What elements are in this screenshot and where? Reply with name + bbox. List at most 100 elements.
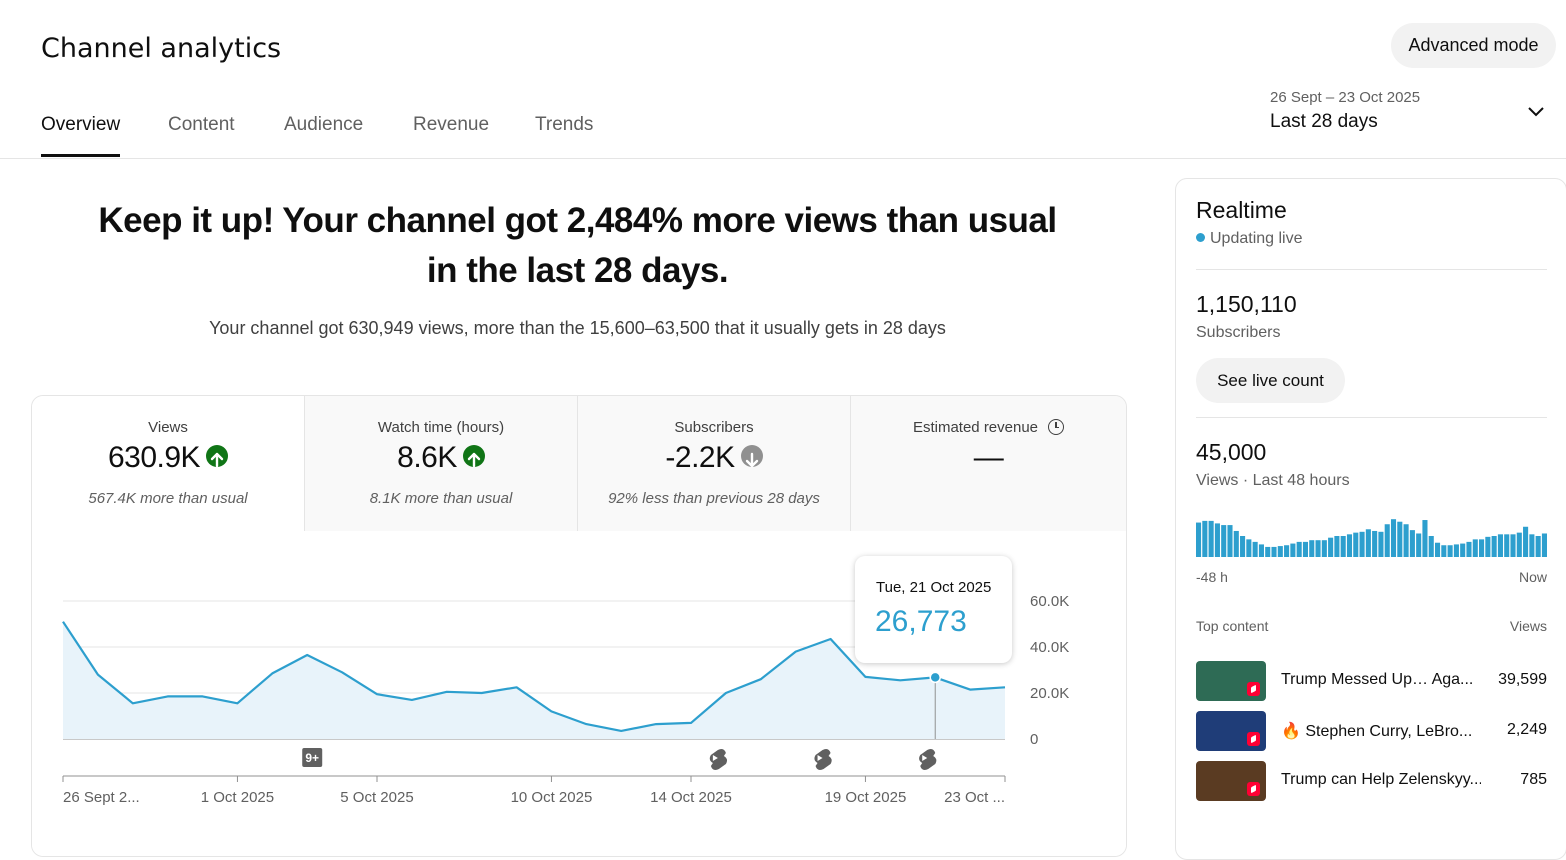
realtime-bar[interactable] xyxy=(1460,543,1466,557)
realtime-bar[interactable] xyxy=(1466,541,1472,557)
realtime-bar[interactable] xyxy=(1296,541,1302,557)
date-range[interactable]: 26 Sept – 23 Oct 2025 xyxy=(1270,89,1421,106)
realtime-bar[interactable] xyxy=(1252,541,1258,557)
realtime-bar[interactable] xyxy=(1491,536,1497,557)
metric-watch-time[interactable]: Watch time (hours) 8.6K 8.1K more than u… xyxy=(305,396,578,531)
y-tick-label: 40.0K xyxy=(1030,639,1069,656)
realtime-bar[interactable] xyxy=(1221,525,1227,557)
marker-badge-label: 9+ xyxy=(305,751,319,765)
y-tick-label: 20.0K xyxy=(1030,685,1069,702)
realtime-bar[interactable] xyxy=(1302,541,1309,557)
advanced-mode-button[interactable]: Advanced mode xyxy=(1391,23,1556,68)
realtime-bar[interactable] xyxy=(1409,530,1415,557)
tab-content[interactable]: Content xyxy=(168,114,235,135)
realtime-bar[interactable] xyxy=(1453,544,1459,557)
realtime-bar[interactable] xyxy=(1510,534,1516,557)
realtime-bar[interactable] xyxy=(1340,536,1346,557)
metric-note: 92% less than previous 28 days xyxy=(608,490,820,507)
realtime-bar[interactable] xyxy=(1271,546,1277,557)
chart-tooltip: Tue, 21 Oct 2025 26,773 xyxy=(855,556,1012,663)
realtime-bar[interactable] xyxy=(1359,531,1365,557)
realtime-bar[interactable] xyxy=(1315,540,1321,557)
realtime-axis-end: Now xyxy=(1518,569,1547,585)
realtime-bar[interactable] xyxy=(1277,546,1283,557)
top-content-item[interactable]: Trump can Help Zelenskyy.... 785 xyxy=(1196,761,1547,801)
x-tick-label: 1 Oct 2025 xyxy=(201,789,274,806)
video-views: 785 xyxy=(1520,771,1547,788)
realtime-bar[interactable] xyxy=(1346,534,1353,557)
metric-note: 8.1K more than usual xyxy=(369,490,513,507)
divider xyxy=(1196,269,1547,270)
realtime-bar[interactable] xyxy=(1504,534,1510,557)
realtime-bar[interactable] xyxy=(1334,536,1340,557)
date-period-label[interactable]: Last 28 days xyxy=(1270,111,1378,132)
realtime-bar[interactable] xyxy=(1328,537,1334,557)
realtime-bar[interactable] xyxy=(1196,522,1202,557)
realtime-bar[interactable] xyxy=(1202,520,1208,557)
realtime-bar[interactable] xyxy=(1233,530,1239,557)
realtime-bar[interactable] xyxy=(1535,536,1541,557)
x-tick-label: 14 Oct 2025 xyxy=(650,789,732,806)
realtime-bar[interactable] xyxy=(1372,530,1378,557)
live-dot-icon xyxy=(1196,233,1205,243)
video-title[interactable]: Trump Messed Up… Aga... xyxy=(1281,671,1474,688)
realtime-bar[interactable] xyxy=(1485,536,1491,557)
realtime-bar[interactable] xyxy=(1397,521,1403,557)
realtime-bar[interactable] xyxy=(1516,532,1522,557)
metric-views[interactable]: Views 630.9K 567.4K more than usual xyxy=(32,396,305,531)
metric-value: -2.2K xyxy=(578,441,850,475)
realtime-bar[interactable] xyxy=(1284,545,1290,557)
video-thumbnail[interactable] xyxy=(1196,661,1266,701)
realtime-bar[interactable] xyxy=(1290,543,1296,557)
metric-subscribers[interactable]: Subscribers -2.2K 92% less than previous… xyxy=(578,396,851,531)
realtime-bar[interactable] xyxy=(1321,540,1327,557)
realtime-bar[interactable] xyxy=(1265,546,1271,557)
shorts-icon xyxy=(1247,732,1260,746)
realtime-bar[interactable] xyxy=(1529,534,1535,557)
realtime-bar[interactable] xyxy=(1428,536,1434,557)
shorts-marker-play xyxy=(712,755,718,761)
video-title[interactable]: 🔥 Stephen Curry, LeBro... xyxy=(1281,723,1473,740)
realtime-bar[interactable] xyxy=(1422,520,1428,557)
realtime-bar[interactable] xyxy=(1365,529,1371,557)
realtime-bar[interactable] xyxy=(1479,539,1485,557)
video-title[interactable]: Trump can Help Zelenskyy.... xyxy=(1281,771,1481,788)
realtime-bar[interactable] xyxy=(1353,532,1359,557)
metric-revenue[interactable]: Estimated revenue — xyxy=(851,396,1126,531)
views-line xyxy=(62,621,1006,732)
tab-revenue[interactable]: Revenue xyxy=(413,114,490,135)
realtime-bar[interactable] xyxy=(1497,534,1503,557)
realtime-bar[interactable] xyxy=(1214,523,1220,557)
views-chart-svg[interactable]: 60.0K 40.0K 20.0K 0 9+ 26 Sept 2... 1 Oct 2025… xyxy=(32,531,1126,856)
realtime-bar[interactable] xyxy=(1416,533,1422,557)
realtime-bar[interactable] xyxy=(1541,533,1547,557)
realtime-bar[interactable] xyxy=(1227,525,1233,557)
top-content-item[interactable]: Trump Messed Up… Aga... 39,599 xyxy=(1196,661,1547,701)
realtime-bar[interactable] xyxy=(1378,531,1384,557)
realtime-bar[interactable] xyxy=(1472,539,1478,557)
realtime-bar[interactable] xyxy=(1246,539,1252,557)
realtime-card: Realtime Updating live 1,150,110 Subscri… xyxy=(1175,178,1566,860)
realtime-bar[interactable] xyxy=(1384,524,1390,557)
clock-icon[interactable] xyxy=(1048,419,1065,436)
video-thumbnail[interactable] xyxy=(1196,711,1266,751)
y-tick-label: 60.0K xyxy=(1030,593,1069,610)
realtime-bar[interactable] xyxy=(1208,520,1214,557)
top-content-item[interactable]: 🔥 Stephen Curry, LeBro... 2,249 xyxy=(1196,711,1547,751)
realtime-bar[interactable] xyxy=(1447,545,1453,557)
realtime-bar[interactable] xyxy=(1523,526,1529,557)
realtime-bar[interactable] xyxy=(1309,540,1315,557)
video-thumbnail[interactable] xyxy=(1196,761,1266,801)
tab-trends[interactable]: Trends xyxy=(535,114,594,135)
tab-audience[interactable]: Audience xyxy=(284,114,364,135)
realtime-bar[interactable] xyxy=(1441,545,1447,557)
realtime-bar[interactable] xyxy=(1258,544,1264,557)
tab-overview[interactable]: Overview xyxy=(41,114,121,158)
chevron-down-icon[interactable] xyxy=(1524,102,1548,122)
realtime-bar[interactable] xyxy=(1390,519,1397,557)
see-live-count-button[interactable]: See live count xyxy=(1196,358,1345,403)
realtime-bar-chart[interactable] xyxy=(1196,515,1547,557)
realtime-bar[interactable] xyxy=(1240,536,1246,557)
realtime-bar[interactable] xyxy=(1434,542,1441,557)
realtime-bar[interactable] xyxy=(1403,524,1409,557)
